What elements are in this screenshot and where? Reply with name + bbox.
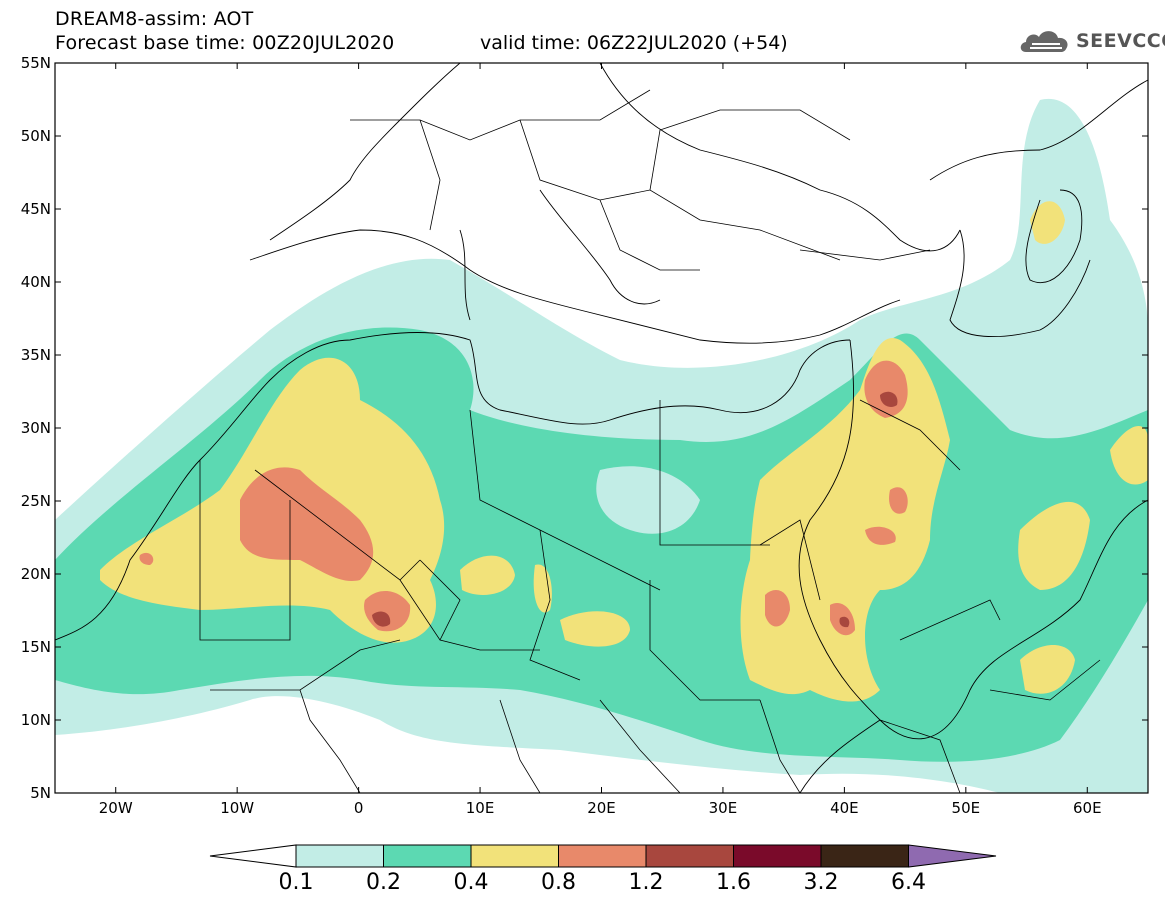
colorbar-label: 0.8 <box>541 870 576 895</box>
colorbar <box>209 844 997 868</box>
colorbar-over-arrow <box>908 844 997 868</box>
colorbar-label: 1.6 <box>716 870 751 895</box>
aot-contour-0.8 <box>240 467 374 581</box>
lat-label: 25N <box>21 492 51 510</box>
cloud-icon <box>1020 31 1068 52</box>
lon-label: 0 <box>354 799 364 817</box>
aot-field <box>55 63 1148 793</box>
colorbar-label: 0.1 <box>278 870 314 895</box>
lat-label: 10N <box>21 711 51 729</box>
colorbar-label: 3.2 <box>803 870 839 895</box>
logo-text: SEEVCCC <box>1076 30 1165 52</box>
colorbar-bin-7 <box>820 844 909 868</box>
colorbar-under-arrow <box>209 844 297 868</box>
lon-label: 40E <box>830 799 859 817</box>
lat-label: 45N <box>21 200 51 218</box>
latitude-axis: 55N 50N 45N 40N 35N 30N 25N 20N 15N 10N 5N <box>21 54 1148 802</box>
lon-label: 60E <box>1073 799 1102 817</box>
colorbar-bin-4 <box>558 844 647 868</box>
lat-label: 15N <box>21 638 51 656</box>
borders <box>199 89 1101 793</box>
lat-label: 5N <box>30 784 51 802</box>
map-title: DREAM8-assim: AOT <box>55 8 254 30</box>
seevccc-logo: SEEVCCC <box>1018 26 1165 56</box>
aot-contour-0.4-east <box>740 338 950 702</box>
valid-time: valid time: 06Z22JUL2020 (+54) <box>480 32 788 54</box>
colorbar-bin-5 <box>645 844 734 868</box>
colorbar-bin-2 <box>383 844 472 868</box>
colorbar-label: 6.4 <box>891 870 926 895</box>
lat-label: 40N <box>21 273 51 291</box>
lat-label: 30N <box>21 419 51 437</box>
colorbar-bin-1 <box>295 844 384 868</box>
lat-label: 35N <box>21 346 51 364</box>
lat-label: 20N <box>21 565 51 583</box>
lat-label: 50N <box>21 127 51 145</box>
longitude-axis: 20W 10W 0 10E 20E 30E 40E 50E 60E <box>99 63 1102 817</box>
forecast-base-time: Forecast base time: 00Z20JUL2020 <box>55 32 395 54</box>
colorbar-bin-6 <box>733 844 822 868</box>
colorbar-bin-3 <box>470 844 559 868</box>
lon-label: 50E <box>952 799 981 817</box>
colorbar-label: 1.2 <box>628 870 664 895</box>
lon-label: 30E <box>709 799 738 817</box>
lon-label: 20E <box>587 799 616 817</box>
lon-label: 20W <box>99 799 133 817</box>
colorbar-label: 0.2 <box>366 870 401 895</box>
coastlines <box>55 63 1148 793</box>
colorbar-label: 0.4 <box>453 870 489 895</box>
lon-label: 10E <box>466 799 495 817</box>
lon-label: 10W <box>220 799 254 817</box>
lat-label: 55N <box>21 54 51 72</box>
